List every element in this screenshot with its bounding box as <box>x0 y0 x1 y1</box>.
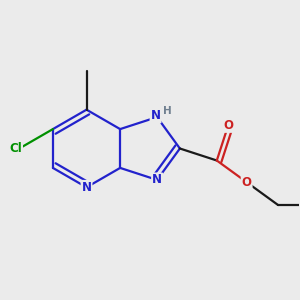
Text: O: O <box>242 176 252 189</box>
Text: N: N <box>82 181 92 194</box>
Text: O: O <box>223 119 233 132</box>
Text: N: N <box>151 110 160 122</box>
Text: Cl: Cl <box>9 142 22 155</box>
Text: H: H <box>163 106 172 116</box>
Text: N: N <box>152 173 162 186</box>
